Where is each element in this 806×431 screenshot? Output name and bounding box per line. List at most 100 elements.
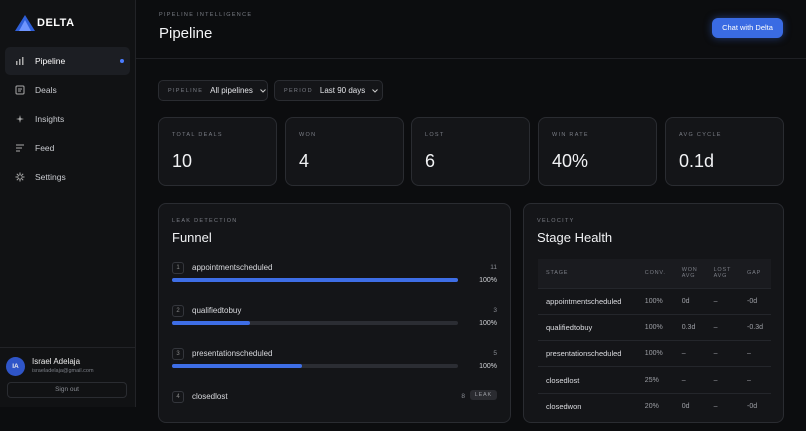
table-cell: 100% [636,287,674,315]
stat-card: AVG CYCLE 0.1d [665,117,784,186]
table-cell: 100% [636,340,674,367]
table-cell: 100% [636,313,674,341]
stage-health-card: VELOCITY Stage Health STAGE CONV. WON AVG L… [523,203,784,423]
stat-card: WIN RATE 40% [538,117,657,186]
nav-item[interactable]: Settings [5,163,130,191]
funnel-card: LEAK DETECTION Funnel [158,203,511,423]
table-row: closedlost 25% – – – [538,366,771,394]
nav-item[interactable]: Feed [5,134,130,162]
column-header: WON AVG [673,259,706,288]
nav-label: Deals [35,85,57,95]
count: 3 [493,307,497,314]
table-cell: -0d [739,392,771,420]
rate: 100% [479,363,497,370]
nav-label: Pipeline [35,56,66,66]
bar [172,278,458,282]
stat-value: 10 [172,151,193,171]
table-cell: appointmentscheduled [538,287,637,315]
card-title: Stage Health [537,230,613,245]
stat-card: LOST 6 [411,117,530,186]
count: 8 [461,393,465,400]
table-cell: – [739,366,771,394]
bar [172,321,250,325]
page-title: Pipeline [159,25,213,42]
nav-item[interactable]: Pipeline [5,47,130,75]
bar [172,364,302,368]
table-cell: 20% [636,392,674,420]
stat-label: TOTAL DEALS [172,132,223,138]
column-header: LOST AVG [705,259,740,288]
table-cell: qualifiedtobuy [538,313,637,341]
stat-card: WON 4 [285,117,404,186]
count: 11 [490,264,497,271]
step-number: 4 [172,391,184,403]
nav-item[interactable]: Deals [5,76,130,104]
filter-value: All pipelines [210,86,253,95]
funnel-row: 2 qualifiedtobuy 3 100% [172,305,497,345]
page-eyebrow: PIPELINE INTELLIGENCE [159,12,253,18]
nav-label: Insights [35,114,65,124]
user-name: Israel Adelaja [32,357,81,366]
table-row: presentationscheduled 100% – – – [538,340,771,367]
table-cell: -0.3d [739,313,771,341]
table-cell: – [705,287,740,315]
table-cell: -0d [739,287,771,315]
table-cell: – [705,366,740,394]
table-cell: – [705,313,740,341]
chat-button[interactable]: Chat with Delta [712,18,783,38]
stage-name: qualifiedtobuy [192,306,242,315]
rate: 100% [479,277,497,284]
funnel-row: 1 appointmentscheduled 11 100% [172,262,497,302]
column-header: STAGE [538,259,637,288]
stage-name: closedlost [192,392,228,401]
filter-label: PERIOD [284,87,313,94]
table-cell: presentationscheduled [538,340,637,367]
step-number: 2 [172,305,184,317]
table-cell: closedwon [538,392,637,420]
divider [136,58,806,59]
stat-value: 4 [299,151,310,171]
funnel-row: 4 closedlost 8 LEAK [172,390,497,431]
table-cell: closedlost [538,366,637,394]
stat-label: AVG CYCLE [679,132,722,138]
table-cell: – [705,340,740,367]
table-cell: – [673,366,706,394]
stat-card: TOTAL DEALS 10 [158,117,277,186]
sign-out-button[interactable]: Sign out [7,382,127,398]
column-header: GAP [739,259,771,288]
table-cell: 25% [636,366,674,394]
brand: DELTA [37,17,75,29]
table-cell: 0d [673,287,706,315]
stage-name: appointmentscheduled [192,263,273,272]
bar-track [172,364,458,368]
logo-mark [15,15,35,31]
filter-label: PIPELINE [168,87,204,94]
leak-badge: LEAK [469,390,497,400]
stat-label: WIN RATE [552,132,589,138]
table-cell: – [739,340,771,367]
nav-label: Feed [35,143,55,153]
stat-value: 0.1d [679,151,715,171]
table-cell: 0.3d [673,313,706,341]
count: 5 [493,350,497,357]
filter-value: Last 90 days [319,86,366,95]
stage-name: presentationscheduled [192,349,273,358]
divider [0,347,135,348]
table-cell: 0d [673,392,706,420]
bar-track [172,321,458,325]
funnel-row: 3 presentationscheduled 5 100% [172,348,497,388]
stage-table: STAGE CONV. WON AVG LOST AVG GAP appointments… [538,259,771,420]
step-number: 3 [172,348,184,360]
card-eyebrow: LEAK DETECTION [172,218,238,224]
stat-value: 6 [425,151,436,171]
stat-value: 40% [552,151,589,171]
table-cell: – [673,340,706,367]
active-dot [120,59,124,63]
nav-label: Settings [35,172,66,182]
card-title: Funnel [172,230,212,245]
step-number: 1 [172,262,184,274]
nav-item[interactable]: Insights [5,105,130,133]
filter[interactable]: PIPELINE All pipelines [158,80,268,101]
filter[interactable]: PERIOD Last 90 days [274,80,383,101]
